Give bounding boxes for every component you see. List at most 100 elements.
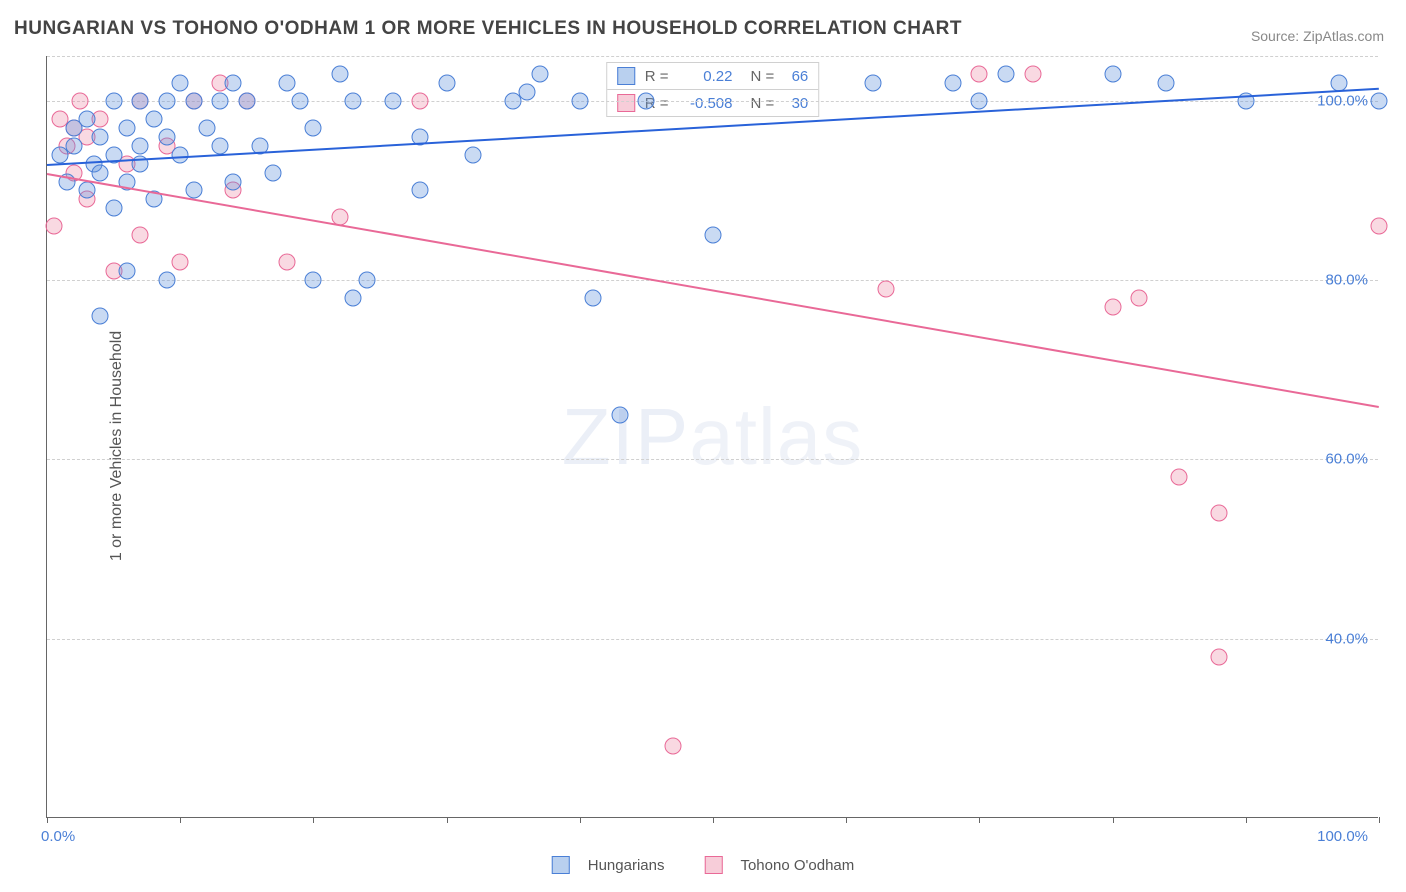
source-attribution: Source: ZipAtlas.com [1251, 28, 1384, 44]
n-value-hungarians: 66 [778, 68, 808, 85]
swatch-pink-icon [617, 94, 635, 112]
scatter-point-hungarian [238, 92, 255, 109]
scatter-point-hungarian [145, 110, 162, 127]
chart-title: HUNGARIAN VS TOHONO O'ODHAM 1 OR MORE VE… [14, 18, 962, 40]
r-value-tohono: -0.508 [673, 95, 733, 112]
scatter-point-hungarian [265, 164, 282, 181]
scatter-point-hungarian [292, 92, 309, 109]
scatter-point-hungarian [1104, 65, 1121, 82]
scatter-point-hungarian [185, 92, 202, 109]
scatter-point-tohono [72, 92, 89, 109]
scatter-point-tohono [878, 281, 895, 298]
x-tick [1246, 817, 1247, 823]
watermark-thin: atlas [689, 392, 863, 481]
legend: Hungarians Tohono O'odham [552, 856, 855, 874]
scatter-point-hungarian [158, 128, 175, 145]
scatter-point-hungarian [864, 74, 881, 91]
scatter-point-hungarian [1157, 74, 1174, 91]
scatter-point-hungarian [305, 119, 322, 136]
scatter-point-hungarian [358, 272, 375, 289]
n-label: N = [751, 68, 775, 85]
gridline [47, 459, 1378, 460]
scatter-point-tohono [1024, 65, 1041, 82]
scatter-point-hungarian [92, 164, 109, 181]
legend-label-hungarians: Hungarians [588, 857, 665, 874]
x-tick [846, 817, 847, 823]
scatter-point-hungarian [585, 290, 602, 307]
swatch-blue-icon [617, 67, 635, 85]
scatter-point-hungarian [225, 74, 242, 91]
gridline [47, 280, 1378, 281]
x-tick [580, 817, 581, 823]
r-value-hungarians: 0.22 [673, 68, 733, 85]
scatter-point-hungarian [518, 83, 535, 100]
scatter-point-hungarian [92, 128, 109, 145]
scatter-point-tohono [1211, 648, 1228, 665]
scatter-point-hungarian [411, 182, 428, 199]
scatter-point-hungarian [65, 137, 82, 154]
scatter-point-tohono [45, 218, 62, 235]
scatter-point-hungarian [212, 92, 229, 109]
legend-item-tohono: Tohono O'odham [704, 856, 854, 874]
scatter-point-hungarian [944, 74, 961, 91]
scatter-point-hungarian [92, 307, 109, 324]
scatter-point-hungarian [198, 119, 215, 136]
x-tick [47, 817, 48, 823]
gridline [47, 56, 1378, 57]
scatter-point-hungarian [385, 92, 402, 109]
scatter-point-hungarian [998, 65, 1015, 82]
scatter-point-hungarian [705, 227, 722, 244]
x-tick [447, 817, 448, 823]
swatch-blue-icon [552, 856, 570, 874]
x-tick [1379, 817, 1380, 823]
scatter-point-hungarian [332, 65, 349, 82]
n-value-tohono: 30 [778, 95, 808, 112]
scatter-point-hungarian [465, 146, 482, 163]
stats-row-hungarians: R = 0.22 N = 66 [607, 63, 819, 90]
y-tick-label: 40.0% [1325, 630, 1368, 647]
trendline-tohono [47, 173, 1379, 408]
scatter-point-hungarian [278, 74, 295, 91]
scatter-point-tohono [278, 254, 295, 271]
scatter-point-hungarian [105, 92, 122, 109]
scatter-point-tohono [1131, 290, 1148, 307]
y-tick-label: 80.0% [1325, 272, 1368, 289]
scatter-point-hungarian [172, 146, 189, 163]
scatter-point-hungarian [132, 137, 149, 154]
scatter-point-hungarian [345, 290, 362, 307]
scatter-point-hungarian [611, 406, 628, 423]
scatter-point-tohono [1211, 505, 1228, 522]
gridline [47, 639, 1378, 640]
r-label: R = [645, 68, 669, 85]
x-tick [979, 817, 980, 823]
scatter-point-hungarian [118, 119, 135, 136]
swatch-pink-icon [704, 856, 722, 874]
scatter-point-hungarian [78, 182, 95, 199]
scatter-point-hungarian [118, 263, 135, 280]
scatter-point-tohono [132, 227, 149, 244]
scatter-point-hungarian [971, 92, 988, 109]
y-tick-label: 100.0% [1317, 92, 1368, 109]
scatter-point-hungarian [172, 74, 189, 91]
scatter-point-hungarian [1371, 92, 1388, 109]
correlation-stats-box: R = 0.22 N = 66 R = -0.508 N = 30 [606, 62, 820, 117]
x-tick [713, 817, 714, 823]
scatter-point-hungarian [132, 92, 149, 109]
legend-label-tohono: Tohono O'odham [740, 857, 854, 874]
scatter-point-hungarian [158, 272, 175, 289]
x-tick-label: 100.0% [1317, 828, 1368, 845]
scatter-point-tohono [411, 92, 428, 109]
watermark: ZIPatlas [562, 391, 863, 483]
scatter-point-tohono [1371, 218, 1388, 235]
x-tick [1113, 817, 1114, 823]
x-tick [313, 817, 314, 823]
watermark-bold: ZIP [562, 392, 689, 481]
plot-area: ZIPatlas R = 0.22 N = 66 R = -0.508 N = … [46, 56, 1378, 818]
scatter-point-hungarian [105, 200, 122, 217]
scatter-point-hungarian [345, 92, 362, 109]
scatter-point-tohono [1171, 469, 1188, 486]
scatter-point-hungarian [212, 137, 229, 154]
scatter-point-hungarian [158, 92, 175, 109]
scatter-point-tohono [665, 738, 682, 755]
scatter-point-hungarian [438, 74, 455, 91]
